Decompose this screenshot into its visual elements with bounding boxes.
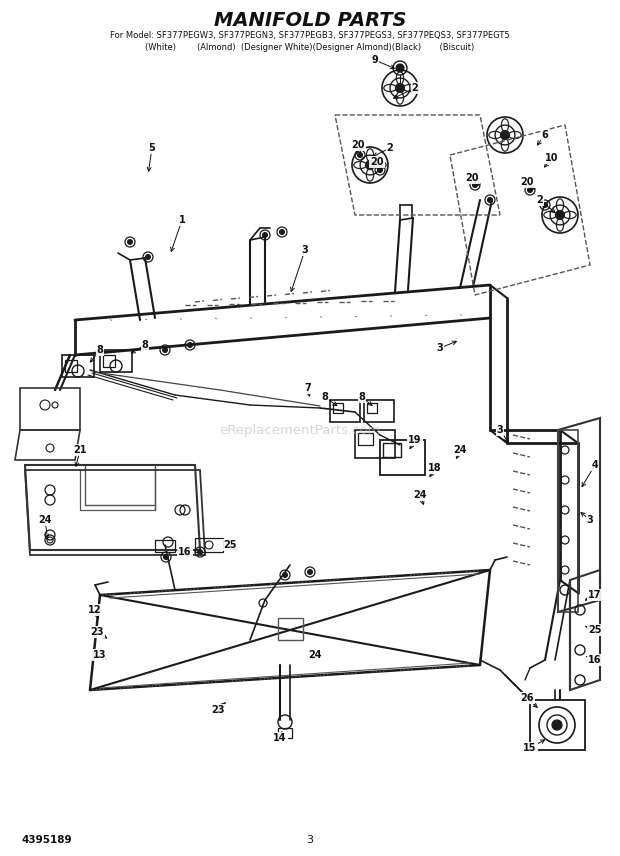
- Text: eReplacementParts.com: eReplacementParts.com: [219, 424, 381, 437]
- Bar: [62, 355, 94, 377]
- Bar: [278, 618, 303, 640]
- Circle shape: [146, 254, 151, 259]
- Circle shape: [198, 550, 203, 555]
- Text: 7: 7: [304, 383, 311, 393]
- Text: 23: 23: [91, 627, 104, 637]
- Text: 20: 20: [520, 177, 534, 187]
- Circle shape: [556, 211, 564, 219]
- Bar: [380, 440, 425, 475]
- Text: 3: 3: [497, 425, 503, 435]
- Text: 4: 4: [591, 460, 598, 470]
- Text: 24: 24: [414, 490, 427, 500]
- Text: 10: 10: [545, 153, 559, 163]
- Text: 17: 17: [588, 590, 602, 600]
- Text: (White)        (Almond)  (Designer White)(Designer Almond)(Black)       (Biscuit: (White) (Almond) (Designer White)(Design…: [145, 43, 475, 51]
- Text: 8: 8: [141, 340, 148, 350]
- Text: 15: 15: [523, 743, 537, 753]
- Circle shape: [308, 569, 312, 574]
- Text: 8: 8: [358, 392, 365, 402]
- Circle shape: [358, 152, 363, 158]
- Bar: [367, 403, 377, 413]
- Text: 4395189: 4395189: [22, 835, 73, 845]
- Text: 25: 25: [223, 540, 237, 550]
- Circle shape: [396, 64, 404, 72]
- Text: 8: 8: [97, 345, 104, 355]
- Circle shape: [378, 168, 383, 173]
- Text: For Model: SF377PEGW3, SF377PEGN3, SF377PEGB3, SF377PEGS3, SF377PEQS3, SF377PEGT: For Model: SF377PEGW3, SF377PEGN3, SF377…: [110, 31, 510, 39]
- Text: 3: 3: [587, 515, 593, 525]
- Bar: [100, 350, 132, 372]
- Text: 24: 24: [38, 515, 51, 525]
- Circle shape: [262, 233, 267, 237]
- Text: 8: 8: [322, 392, 329, 402]
- Text: 18: 18: [428, 463, 442, 473]
- Circle shape: [528, 187, 533, 193]
- Text: 20: 20: [465, 173, 479, 183]
- Text: 9: 9: [371, 55, 378, 65]
- Bar: [278, 728, 292, 738]
- Text: 19: 19: [408, 435, 422, 445]
- Circle shape: [283, 573, 288, 578]
- Text: 6: 6: [542, 130, 548, 140]
- Text: 12: 12: [88, 605, 102, 615]
- Text: 2: 2: [387, 143, 393, 153]
- Circle shape: [552, 720, 562, 730]
- Circle shape: [472, 182, 477, 187]
- Circle shape: [542, 203, 547, 207]
- Circle shape: [396, 84, 404, 92]
- Text: 13: 13: [93, 650, 107, 660]
- Bar: [195, 538, 223, 552]
- Bar: [333, 403, 343, 413]
- Bar: [65, 360, 77, 372]
- Circle shape: [164, 555, 169, 560]
- Text: 20: 20: [370, 157, 384, 167]
- Bar: [155, 540, 175, 552]
- Text: 24: 24: [453, 445, 467, 455]
- Text: 24: 24: [308, 650, 322, 660]
- Circle shape: [128, 240, 133, 245]
- Text: 5: 5: [149, 143, 156, 153]
- Text: 2: 2: [412, 83, 418, 93]
- Bar: [355, 430, 395, 458]
- Bar: [383, 443, 401, 457]
- Bar: [530, 700, 585, 750]
- Text: 3: 3: [306, 835, 314, 845]
- Text: 26: 26: [520, 693, 534, 703]
- Circle shape: [162, 348, 167, 353]
- Text: 3: 3: [301, 245, 308, 255]
- Bar: [103, 355, 115, 367]
- Text: 20: 20: [352, 140, 365, 150]
- Text: 21: 21: [73, 445, 87, 455]
- Circle shape: [280, 229, 285, 235]
- Circle shape: [366, 161, 374, 169]
- Text: 23: 23: [211, 705, 224, 715]
- Text: 14: 14: [273, 733, 286, 743]
- Circle shape: [500, 130, 510, 140]
- Text: 16: 16: [179, 547, 192, 557]
- Text: 25: 25: [588, 625, 602, 635]
- Text: 3: 3: [436, 343, 443, 353]
- Text: 1: 1: [179, 215, 185, 225]
- Text: 16: 16: [588, 655, 602, 665]
- Bar: [358, 433, 373, 445]
- Text: MANIFOLD PARTS: MANIFOLD PARTS: [214, 10, 406, 29]
- Text: 2: 2: [537, 195, 543, 205]
- Circle shape: [187, 342, 192, 348]
- Bar: [364, 400, 394, 422]
- Circle shape: [487, 198, 492, 203]
- Bar: [330, 400, 360, 422]
